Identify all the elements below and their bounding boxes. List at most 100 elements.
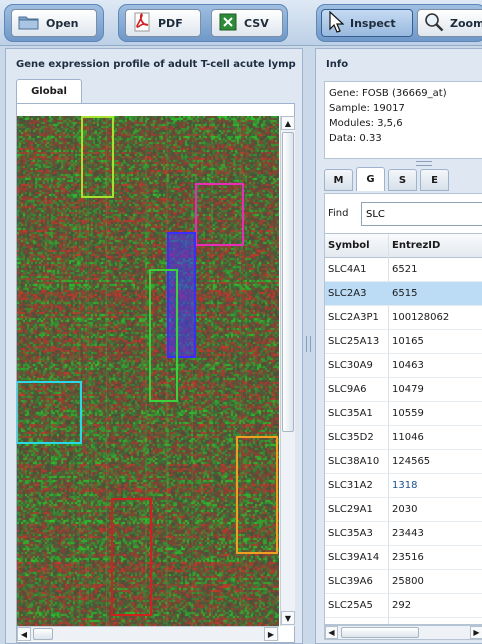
table-row[interactable]: SLC2A3 6515	[325, 282, 482, 306]
cell-symbol: SLC35D2	[328, 432, 374, 443]
cell-symbol: SLC39A6	[328, 576, 373, 587]
gene-table[interactable]: Symbol EntrezID SLC4A1 6521 SLC2A3 6515 SLC2…	[324, 233, 482, 625]
table-row[interactable]: SLC9A6 10479	[325, 378, 482, 402]
tab-m[interactable]: M	[324, 169, 353, 191]
folder-icon	[18, 14, 40, 33]
table-row[interactable]: SLC35A3 23443	[325, 522, 482, 546]
heatmap-vertical-scrollbar[interactable]: ▲ ▼	[280, 116, 295, 626]
scroll-down-icon[interactable]: ▼	[281, 611, 295, 625]
info-sample: Sample: 19017	[329, 103, 405, 114]
cursor-arrow-icon	[328, 10, 345, 36]
cell-symbol: SLC30A9	[328, 360, 373, 371]
table-row[interactable]: SLC4A1 6521	[325, 258, 482, 282]
cell-entrezid: 124565	[392, 456, 431, 467]
module-box-orange[interactable]	[236, 436, 278, 554]
module-overlay	[17, 116, 278, 616]
info-gene: Gene: FOSB (36669_at)	[329, 88, 447, 99]
info-title: Info	[326, 59, 349, 70]
cell-symbol: SLC31A2	[328, 480, 373, 491]
open-button[interactable]: Open	[11, 9, 97, 37]
module-box-yellow-green[interactable]	[81, 116, 114, 198]
tab-e[interactable]: E	[420, 169, 449, 191]
scroll-thumb-vertical[interactable]	[282, 132, 294, 432]
toolbar: Open PDF CSV Inspect Zoom	[0, 0, 482, 46]
module-box-cyan[interactable]	[17, 381, 82, 444]
panel-splitter[interactable]	[303, 48, 315, 644]
panel-title: Gene expression profile of adult T-cell …	[16, 59, 296, 70]
scroll-up-icon[interactable]: ▲	[281, 116, 295, 130]
find-label: Find	[328, 208, 349, 219]
cell-entrezid: 23516	[392, 552, 424, 563]
find-input[interactable]	[361, 202, 482, 226]
info-modules: Modules: 3,5,6	[329, 118, 403, 129]
scroll-thumb-horizontal[interactable]	[341, 627, 419, 638]
tab-global[interactable]: Global	[16, 79, 82, 103]
spreadsheet-icon	[218, 12, 238, 35]
table-row[interactable]: SLC39A14 23516	[325, 546, 482, 570]
heatmap-panel: Gene expression profile of adult T-cell …	[5, 48, 303, 644]
heatmap-canvas[interactable]	[17, 116, 279, 626]
tab-g[interactable]: G	[356, 167, 385, 191]
cell-entrezid: 1318	[392, 480, 418, 491]
cell-entrezid: 25800	[392, 576, 424, 587]
column-header-entrezid[interactable]: EntrezID	[392, 240, 441, 251]
cell-entrezid: 23443	[392, 528, 424, 539]
scroll-thumb-horizontal[interactable]	[33, 628, 53, 640]
table-row[interactable]: SLC2A3P1 100128062	[325, 306, 482, 330]
cell-entrezid: 6515	[392, 288, 418, 299]
column-header-symbol[interactable]: Symbol	[328, 240, 370, 251]
scroll-right-icon[interactable]: ▶	[264, 627, 278, 641]
module-box-magenta[interactable]	[195, 183, 244, 246]
cell-symbol: SLC39A14	[328, 552, 380, 563]
column-divider[interactable]	[388, 234, 389, 624]
cell-entrezid: 10463	[392, 360, 424, 371]
cell-symbol: SLC25A5	[328, 600, 373, 611]
cell-entrezid: 10479	[392, 384, 424, 395]
info-box: Gene: FOSB (36669_at) Sample: 19017 Modu…	[324, 81, 482, 159]
cell-symbol: SLC29A1	[328, 504, 373, 515]
table-row[interactable]: SLC31A2 1318	[325, 474, 482, 498]
table-row[interactable]: SLC35D2 11046	[325, 426, 482, 450]
table-row[interactable]: SLC29A1 2030	[325, 498, 482, 522]
cell-entrezid: 10559	[392, 408, 424, 419]
scroll-right-icon[interactable]: ▶	[470, 626, 482, 639]
cell-symbol: SLC2A3	[328, 288, 367, 299]
table-horizontal-scrollbar[interactable]: ◀ ▶	[324, 625, 482, 640]
module-box-red[interactable]	[111, 498, 152, 616]
cell-entrezid: 2030	[392, 504, 418, 515]
cell-symbol: SLC4A1	[328, 264, 367, 275]
cell-symbol: SLC25A13	[328, 336, 380, 347]
toolbar-group-tools: Inspect Zoom	[316, 4, 482, 42]
splitter-grip-icon[interactable]	[306, 336, 311, 352]
csv-button[interactable]: CSV	[211, 9, 283, 37]
scroll-left-icon[interactable]: ◀	[17, 627, 31, 641]
cell-symbol: SLC35A1	[328, 408, 373, 419]
cell-symbol: SLC38A10	[328, 456, 380, 467]
table-header: Symbol EntrezID	[325, 234, 482, 258]
info-panel: Info Gene: FOSB (36669_at) Sample: 19017…	[315, 48, 482, 644]
module-box-blue[interactable]	[167, 232, 196, 358]
heatmap-horizontal-scrollbar[interactable]: ◀ ▶	[17, 626, 279, 641]
cell-entrezid: 11046	[392, 432, 424, 443]
zoom-button[interactable]: Zoom	[417, 9, 482, 37]
toolbar-group-export: PDF CSV	[118, 4, 288, 42]
table-row[interactable]: SLC35A1 10559	[325, 402, 482, 426]
cell-entrezid: 10165	[392, 336, 424, 347]
cell-symbol: SLC9A6	[328, 384, 367, 395]
resize-grip-icon[interactable]	[416, 161, 432, 166]
module-box-green[interactable]	[149, 269, 178, 402]
tab-s[interactable]: S	[388, 169, 417, 191]
inspect-button[interactable]: Inspect	[321, 9, 413, 37]
heatmap-viewport[interactable]	[17, 116, 279, 626]
scroll-left-icon[interactable]: ◀	[325, 626, 338, 639]
table-row[interactable]: SLC39A6 25800	[325, 570, 482, 594]
table-row[interactable]: SLC25A13 10165	[325, 330, 482, 354]
table-row[interactable]: SLC30A9 10463	[325, 354, 482, 378]
pdf-button[interactable]: PDF	[125, 9, 201, 37]
cell-symbol: SLC2A3P1	[328, 312, 379, 323]
info-data: Data: 0.33	[329, 133, 382, 144]
table-row[interactable]: SLC25A5 292	[325, 594, 482, 618]
table-row[interactable]: SLC38A10 124565	[325, 450, 482, 474]
cell-entrezid: 292	[392, 600, 412, 611]
pdf-icon	[132, 12, 152, 35]
